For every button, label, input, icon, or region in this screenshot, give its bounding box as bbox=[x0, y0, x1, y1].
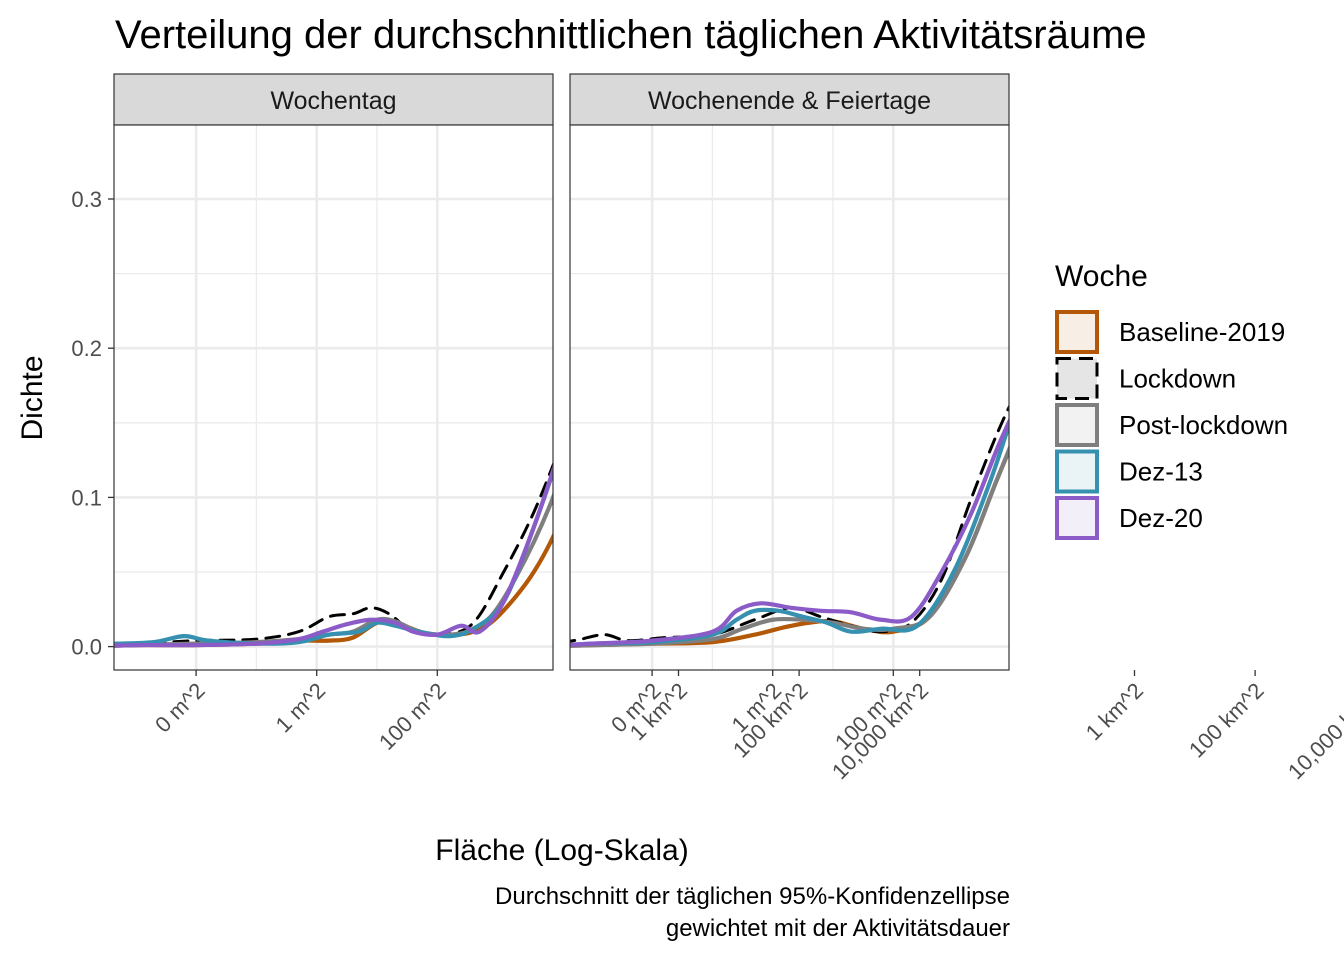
legend-key bbox=[1055, 449, 1099, 494]
legend-key bbox=[1055, 310, 1099, 354]
legend-label: Post-lockdown bbox=[1119, 410, 1288, 440]
legend-key bbox=[1055, 357, 1099, 400]
series-line-post-lockdown bbox=[570, 444, 1009, 648]
legend-label: Dez-20 bbox=[1119, 503, 1203, 533]
x-tick-label: 100 km^2 bbox=[1184, 678, 1269, 763]
plot-background bbox=[114, 125, 553, 670]
series-line-dez-13 bbox=[570, 418, 1009, 647]
facet-panel: Wochentag bbox=[113, 73, 554, 671]
caption-line-2: gewichtet mit der Aktivitätsdauer bbox=[666, 915, 1010, 942]
y-tick-label: 0.1 bbox=[71, 485, 102, 510]
facet-label: Wochentag bbox=[270, 87, 396, 115]
gridlines bbox=[114, 125, 553, 670]
legend-item: Post-lockdown bbox=[1055, 403, 1288, 447]
legend-label: Lockdown bbox=[1119, 364, 1236, 394]
legend-item: Dez-13 bbox=[1055, 449, 1203, 494]
legend-item: Dez-20 bbox=[1055, 496, 1203, 540]
x-tick-label: 1 km^2 bbox=[1081, 678, 1148, 745]
x-tick-label: 1 m^2 bbox=[271, 678, 331, 738]
series-line-dez-20 bbox=[114, 464, 553, 648]
legend-title: Woche bbox=[1055, 260, 1148, 293]
gridlines bbox=[570, 125, 1009, 670]
legend: Woche Baseline-2019 Lockdown Post-lockdown… bbox=[1055, 260, 1288, 540]
y-axis-label: Dichte bbox=[16, 355, 49, 440]
y-tick-label: 0.3 bbox=[71, 187, 102, 212]
facet-strip bbox=[113, 73, 554, 126]
legend-label: Dez-13 bbox=[1119, 457, 1203, 487]
caption-line-1: Durchschnitt der täglichen 95%-Konfidenz… bbox=[495, 883, 1010, 910]
facet-panel: Wochenende & Feiertage bbox=[569, 73, 1010, 671]
facet-label: Wochenende & Feiertage bbox=[648, 87, 931, 115]
legend-key bbox=[1055, 403, 1099, 447]
legend-key bbox=[1055, 496, 1099, 540]
series-line-dez-13 bbox=[114, 465, 553, 646]
facet-strip bbox=[569, 73, 1010, 126]
series-lines bbox=[570, 404, 1009, 648]
y-axis: 0.0 0.1 0.2 0.3 bbox=[71, 187, 114, 660]
series-line-dez-20 bbox=[570, 417, 1009, 648]
panel-border bbox=[569, 124, 1010, 671]
facet-panels: Wochentag Wochenende & Feiertage bbox=[113, 73, 1010, 671]
y-tick-label: 0.2 bbox=[71, 336, 102, 361]
legend-item: Baseline-2019 bbox=[1055, 310, 1285, 354]
x-axes: 0 m^2 1 m^2 100 m^2 1 km^2 100 km^2 10,000 km… bbox=[150, 670, 1344, 784]
x-tick-label: 0 m^2 bbox=[150, 678, 210, 738]
legend-item: Lockdown bbox=[1055, 357, 1236, 400]
series-lines bbox=[114, 461, 553, 648]
legend-label: Baseline-2019 bbox=[1119, 317, 1285, 347]
x-axis-label: Fläche (Log-Skala) bbox=[435, 834, 688, 867]
x-tick-label: 10,000 km^2 bbox=[1283, 678, 1344, 784]
x-tick-label: 100 m^2 bbox=[374, 678, 451, 755]
series-line-lockdown bbox=[114, 461, 553, 646]
y-tick-label: 0.0 bbox=[71, 635, 102, 660]
panel-border bbox=[113, 124, 554, 671]
chart-title: Verteilung der durchschnittlichen täglic… bbox=[115, 13, 1147, 57]
